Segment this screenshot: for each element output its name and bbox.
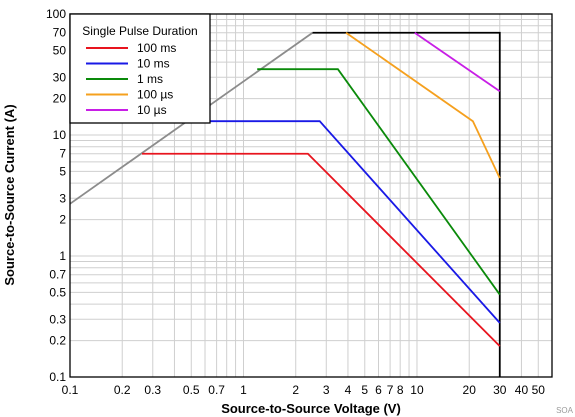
y-tick-label: 0.5 <box>49 285 66 299</box>
legend-label-2: 10 ms <box>137 57 170 71</box>
x-tick-label: 3 <box>323 383 330 397</box>
y-tick-label: 70 <box>53 26 67 40</box>
y-tick-label: 3 <box>59 191 66 205</box>
legend-label-3: 1 ms <box>137 72 163 86</box>
plot-frame <box>69 13 553 378</box>
y-tick-label: 50 <box>53 43 67 57</box>
series-layer <box>69 31 501 377</box>
series-line-1 <box>142 152 501 347</box>
reference-line-2 <box>312 31 501 377</box>
series-line-4 <box>345 32 501 179</box>
x-tick-label: 20 <box>463 383 477 397</box>
x-tick-label: 7 <box>387 383 394 397</box>
y-tick-label: 1 <box>59 249 66 263</box>
x-tick-label: 0.5 <box>183 383 200 397</box>
x-tick-label: 0.7 <box>208 383 225 397</box>
y-tick-label: 7 <box>59 147 66 161</box>
y-tick-label: 0.3 <box>49 312 66 326</box>
x-tick-label: 4 <box>345 383 352 397</box>
y-tick-label: 2 <box>59 213 66 227</box>
y-tick-label: 20 <box>53 92 67 106</box>
x-axis-title: Source-to-Source Voltage (V) <box>221 401 401 416</box>
x-tick-label: 0.1 <box>62 383 79 397</box>
x-tick-label: 8 <box>397 383 404 397</box>
y-tick-label: 0.1 <box>49 370 66 384</box>
x-tick-label: 10 <box>410 383 424 397</box>
x-tick-label: 6 <box>375 383 382 397</box>
series-line-2 <box>178 120 501 324</box>
y-tick-label: 0.2 <box>49 334 66 348</box>
legend-label-1: 100 ms <box>137 41 176 55</box>
y-tick-label: 10 <box>53 128 67 142</box>
y-tick-label: 0.7 <box>49 268 66 282</box>
legend-label-4: 100 µs <box>137 88 173 102</box>
y-tick-label: 5 <box>59 164 66 178</box>
series-line-3 <box>257 68 501 296</box>
x-tick-label: 5 <box>361 383 368 397</box>
x-tick-labels: 0.1 0.2 0.3 0.5 0.7 1 2 3 4 5 6 7 8 10 20 30 40 50 <box>62 383 546 397</box>
x-tick-label: 30 <box>493 383 507 397</box>
y-axis-title: Source-to-Source Current (A) <box>2 104 17 285</box>
x-tick-label: 2 <box>292 383 299 397</box>
y-tick-label: 100 <box>46 7 66 21</box>
x-tick-label: 0.3 <box>144 383 161 397</box>
legend-label-5: 10 µs <box>137 103 167 117</box>
legend-title: Single Pulse Duration <box>82 24 197 38</box>
x-tick-label: 40 <box>515 383 529 397</box>
corner-label: SOA <box>556 406 574 415</box>
series-line-5 <box>414 31 501 92</box>
y-tick-label: 30 <box>53 70 67 84</box>
x-tick-label: 50 <box>532 383 546 397</box>
y-tick-labels: 0.1 0.2 0.3 0.5 0.7 1 2 3 5 7 10 20 30 50 70 100 <box>46 7 66 384</box>
x-tick-label: 0.2 <box>114 383 131 397</box>
legend-box <box>69 13 211 124</box>
x-tick-label: 1 <box>240 383 247 397</box>
